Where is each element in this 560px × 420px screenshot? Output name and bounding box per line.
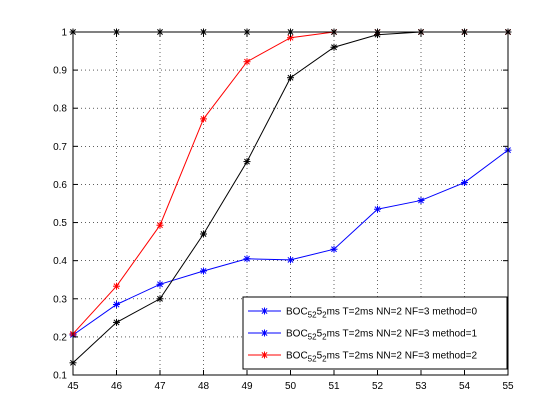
marker-stroke	[244, 255, 250, 262]
y-tick-label: 0.8	[53, 104, 67, 115]
data-point	[330, 43, 338, 51]
marker-stroke	[287, 256, 294, 263]
marker-stroke	[287, 74, 294, 81]
x-tick-label: 47	[154, 381, 166, 392]
data-point	[287, 256, 294, 264]
y-tick-label: 0.9	[53, 66, 67, 77]
marker-stroke	[244, 158, 250, 165]
x-tick-label: 52	[372, 381, 384, 392]
marker-stroke	[157, 295, 163, 302]
data-point	[243, 255, 251, 263]
data-point	[287, 74, 294, 82]
data-point	[200, 230, 207, 238]
marker-stroke	[261, 308, 268, 314]
legend: BOC5252ms T=2ms NN=2 NF=3 method=0 BOC525…	[242, 296, 508, 370]
marker-stroke	[331, 246, 337, 253]
y-tick-label: 0.7	[53, 142, 67, 153]
marker-stroke	[461, 179, 468, 186]
x-tick-label: 54	[459, 381, 471, 392]
data-point	[243, 158, 251, 166]
data-point	[113, 300, 120, 308]
data-point	[200, 115, 207, 123]
data-point	[156, 221, 164, 229]
legend-marker	[261, 329, 268, 337]
legend-label: BOC5252ms T=2ms NN=2 NF=3 method=1	[286, 329, 477, 342]
marker-stroke	[261, 330, 268, 336]
legend-entry: BOC5252ms T=2ms NN=2 NF=3 method=0	[248, 307, 477, 320]
data-point	[200, 267, 207, 275]
y-tick-label: 0.3	[53, 294, 67, 305]
marker-stroke	[113, 319, 120, 326]
marker-stroke	[157, 281, 163, 288]
marker-stroke	[113, 283, 120, 290]
legend-box	[242, 296, 508, 370]
y-tick-label: 0.4	[53, 256, 67, 267]
data-point	[330, 245, 338, 253]
marker-stroke	[418, 197, 424, 204]
legend-marker	[261, 351, 268, 359]
data-point	[417, 196, 425, 204]
x-tick-label: 53	[415, 381, 427, 392]
x-tick-label: 48	[198, 381, 210, 392]
marker-stroke	[113, 301, 120, 308]
marker-stroke	[157, 222, 163, 229]
legend-entry: BOC5252ms T=2ms NN=2 NF=3 method=2	[248, 351, 477, 364]
data-point	[374, 205, 381, 213]
legend-label: BOC5252ms T=2ms NN=2 NF=3 method=0	[286, 307, 477, 320]
marker-stroke	[287, 34, 294, 41]
x-tick-label: 46	[111, 381, 123, 392]
x-tick-label: 50	[285, 381, 297, 392]
x-tick-label: 51	[328, 381, 340, 392]
marker-stroke	[374, 206, 381, 213]
data-point	[243, 58, 251, 66]
data-point	[461, 179, 468, 187]
marker-stroke	[200, 231, 207, 237]
data-point	[113, 318, 120, 326]
marker-stroke	[200, 115, 207, 122]
x-tick-label: 55	[502, 381, 514, 392]
data-point	[113, 282, 120, 290]
marker-stroke	[261, 352, 268, 358]
legend-marker	[261, 307, 268, 315]
data-point	[156, 280, 164, 288]
marker-stroke	[244, 58, 250, 65]
x-tick-label: 49	[241, 381, 253, 392]
x-tick-label: 45	[67, 381, 79, 392]
y-tick-label: 0.5	[53, 218, 67, 229]
y-tick-label: 0.1	[53, 371, 67, 382]
y-tick-label: 0.6	[53, 180, 67, 191]
legend-entry: BOC5252ms T=2ms NN=2 NF=3 method=1	[248, 329, 477, 342]
data-point	[156, 295, 164, 303]
marker-stroke	[200, 268, 207, 274]
legend-label: BOC5252ms T=2ms NN=2 NF=3 method=2	[286, 351, 477, 364]
y-tick-label: 1	[61, 28, 67, 39]
marker-stroke	[331, 44, 337, 51]
y-tick-label: 0.2	[53, 332, 67, 343]
